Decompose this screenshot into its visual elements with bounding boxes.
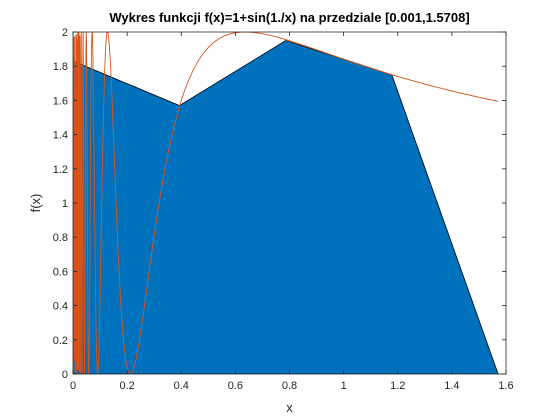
y-tick-label: 0.2 bbox=[53, 335, 68, 347]
x-tick-label: 0.6 bbox=[228, 380, 243, 392]
y-tick-label: 2 bbox=[62, 27, 68, 39]
chart-title: Wykres funkcji f(x)=1+sin(1./x) na przed… bbox=[109, 10, 469, 25]
y-tick-label: 0.6 bbox=[53, 266, 68, 278]
y-tick-label: 1.8 bbox=[53, 61, 68, 73]
y-tick-label: 0.8 bbox=[53, 232, 68, 244]
x-tick-label: 1.4 bbox=[444, 380, 459, 392]
x-tick-label: 0.2 bbox=[119, 380, 134, 392]
x-tick-label: 1 bbox=[341, 380, 347, 392]
y-tick-label: 1.6 bbox=[53, 95, 68, 107]
x-tick-label: 1.6 bbox=[498, 380, 513, 392]
x-tick-label: 0 bbox=[70, 380, 76, 392]
line-series-1 bbox=[73, 32, 499, 374]
y-tick-label: 1 bbox=[62, 198, 68, 210]
y-tick-label: 0 bbox=[62, 369, 68, 381]
y-tick-label: 1.2 bbox=[53, 164, 68, 176]
x-tick-label: 1.2 bbox=[390, 380, 405, 392]
x-axis: 0 0.2 0.4 0.6 0.8 1 1.2 1.4 1.6 bbox=[70, 32, 514, 392]
x-tick-label: 0.4 bbox=[174, 380, 189, 392]
y-axis-label: f(x) bbox=[28, 194, 43, 213]
y-tick-label: 0.4 bbox=[53, 301, 68, 313]
y-tick-label: 1.4 bbox=[53, 130, 68, 142]
y-axis: 0 0.2 0.4 0.6 0.8 1 1.2 1.4 1.6 1.8 2 bbox=[53, 27, 506, 381]
x-axis-label: x bbox=[286, 400, 293, 415]
x-tick-label: 0.8 bbox=[282, 380, 297, 392]
